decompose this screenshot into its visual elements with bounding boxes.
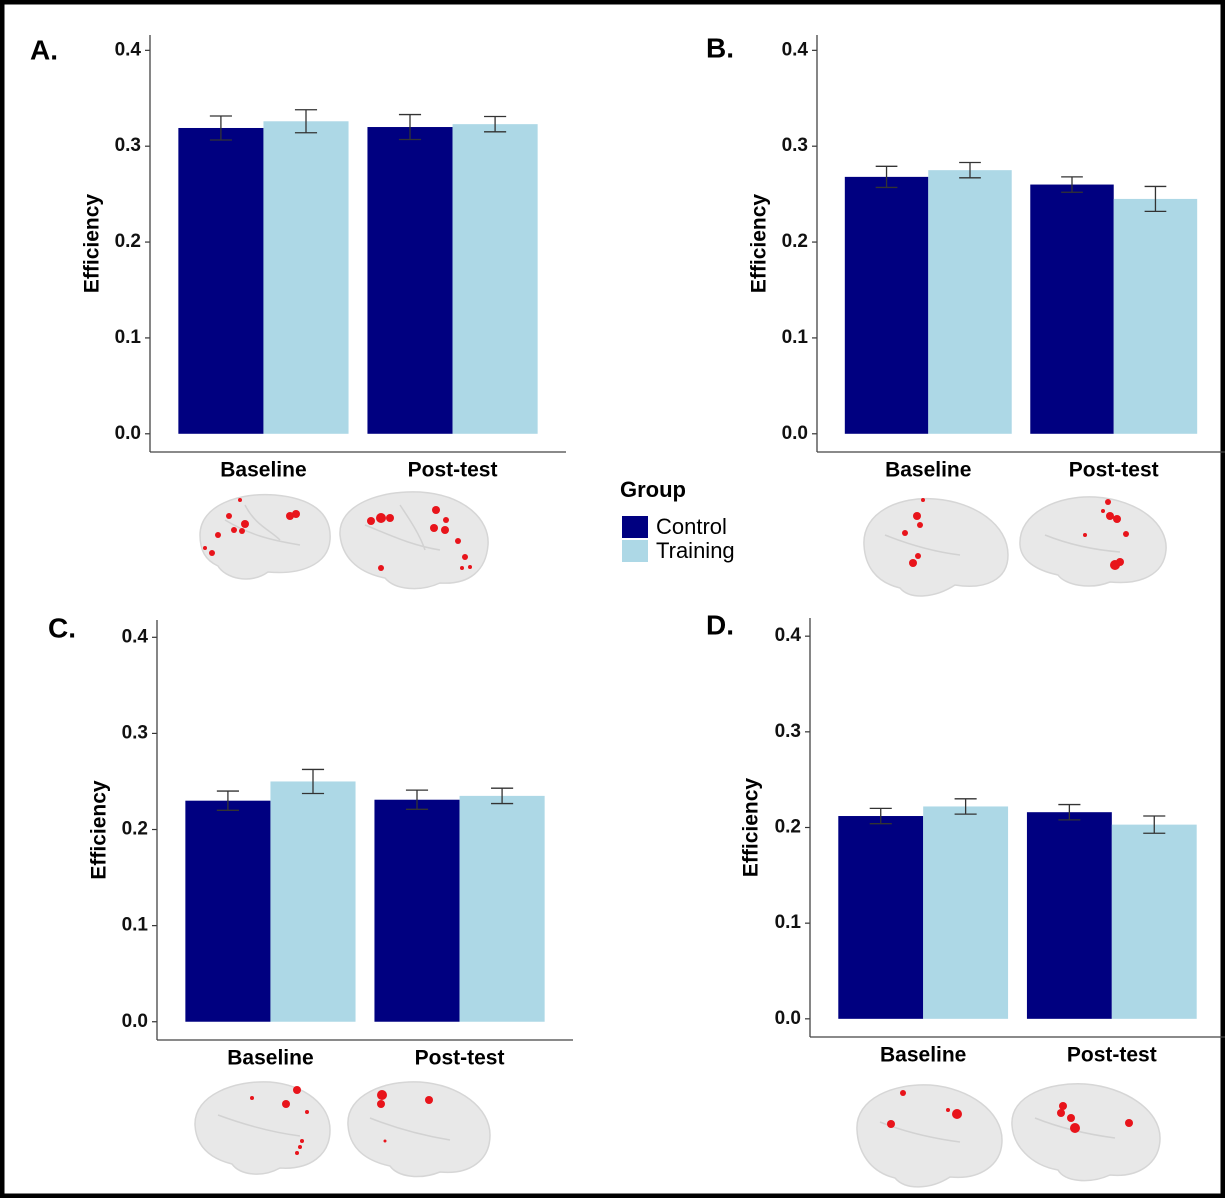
legend-label: Training [656, 538, 735, 563]
bar [1030, 185, 1113, 434]
x-tick-label: Post-test [408, 459, 498, 482]
bar [1114, 199, 1197, 434]
x-tick-label: Baseline [880, 1044, 966, 1067]
y-tick-label: 0.2 [122, 819, 148, 840]
y-tick-label: 0.4 [122, 626, 149, 647]
y-tick-label: 0.3 [122, 722, 148, 743]
y-axis-label: Efficiency [88, 780, 111, 880]
y-tick-label: 0.4 [115, 39, 142, 60]
bar [453, 124, 538, 434]
y-axis-label: Efficiency [81, 194, 104, 294]
legend-title: Group [620, 477, 686, 502]
y-axis-label: Efficiency [748, 194, 771, 294]
legend-swatch [622, 540, 648, 562]
x-tick-label: Baseline [227, 1047, 313, 1070]
bar [1027, 812, 1112, 1019]
bar [928, 170, 1011, 434]
x-tick-label: Post-test [1069, 459, 1159, 482]
y-tick-label: 0.4 [775, 625, 802, 646]
y-tick-label: 0.2 [775, 817, 801, 838]
bar [185, 801, 270, 1022]
panel-label: C. [48, 612, 76, 643]
y-tick-label: 0.1 [122, 915, 149, 936]
bar [178, 128, 263, 434]
x-tick-label: Post-test [1067, 1044, 1157, 1067]
y-tick-label: 0.0 [775, 1008, 801, 1029]
y-tick-label: 0.0 [115, 423, 141, 444]
x-tick-label: Post-test [415, 1047, 505, 1070]
bar [374, 800, 459, 1022]
legend-swatch [622, 516, 648, 538]
y-axis-label: Efficiency [740, 778, 763, 878]
y-tick-label: 0.0 [122, 1011, 148, 1032]
x-tick-label: Baseline [885, 459, 971, 482]
panel-label: D. [706, 609, 734, 640]
bar [367, 127, 452, 434]
bar [460, 796, 545, 1022]
y-tick-label: 0.1 [775, 912, 802, 933]
bar [845, 177, 928, 434]
panel-label: B. [706, 32, 734, 63]
x-tick-label: Baseline [220, 459, 306, 482]
panel-label: A. [30, 34, 58, 65]
figure: Group Control Training [0, 0, 1225, 1198]
y-tick-label: 0.3 [115, 135, 141, 156]
bar [838, 816, 923, 1019]
y-tick-label: 0.1 [782, 327, 809, 348]
bar [270, 781, 355, 1021]
y-tick-label: 0.3 [782, 135, 808, 156]
bar [1112, 825, 1197, 1019]
y-tick-label: 0.2 [782, 231, 808, 252]
y-tick-label: 0.0 [782, 423, 808, 444]
y-tick-label: 0.3 [775, 721, 801, 742]
bar [263, 121, 348, 434]
y-tick-label: 0.4 [782, 39, 809, 60]
bar [923, 806, 1008, 1018]
legend-label: Control [656, 514, 727, 539]
y-tick-label: 0.2 [115, 231, 141, 252]
y-tick-label: 0.1 [115, 327, 142, 348]
